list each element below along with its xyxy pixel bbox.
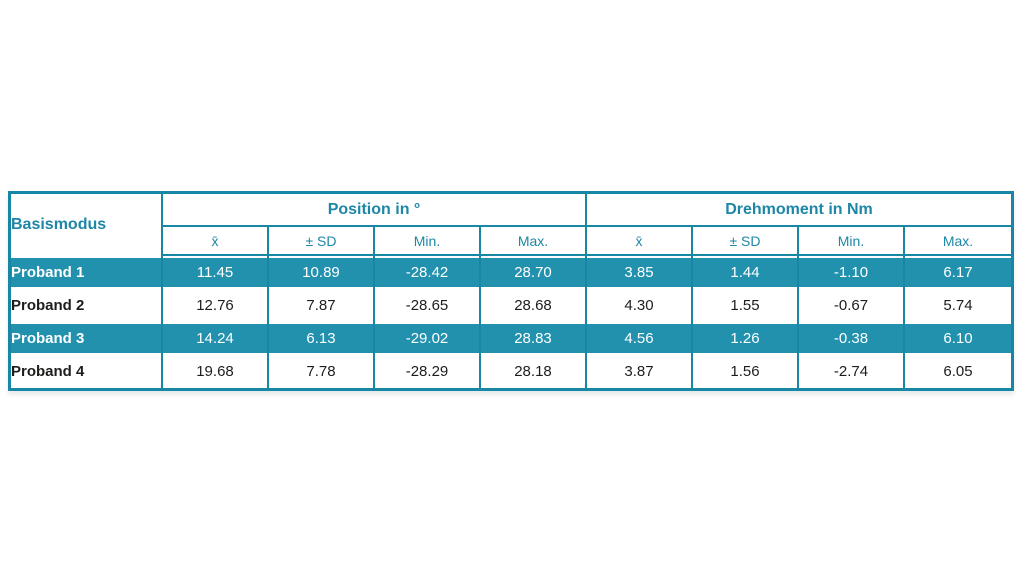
- cell-drehmoment-mean: 4.30: [587, 289, 693, 322]
- subheader-drehmoment-min: Min.: [799, 227, 905, 256]
- cell-drehmoment-sd: 1.44: [693, 256, 799, 289]
- cell-position-max: 28.68: [481, 289, 587, 322]
- cell-position-max: 28.18: [481, 355, 587, 388]
- results-table-container: Basismodus Position in ° Drehmoment in N…: [8, 191, 1014, 391]
- cell-position-mean: 19.68: [163, 355, 269, 388]
- cell-position-sd: 10.89: [269, 256, 375, 289]
- table-row-proband-4: Proband 4 19.68 7.78 -28.29 28.18 3.87 1…: [11, 355, 1011, 388]
- cell-position-mean: 12.76: [163, 289, 269, 322]
- cell-position-sd: 6.13: [269, 322, 375, 355]
- group-header-drehmoment: Drehmoment in Nm: [587, 194, 1011, 227]
- subheader-position-sd: ± SD: [269, 227, 375, 256]
- row-label: Proband 2: [11, 289, 163, 322]
- subheader-position-mean: x̄: [163, 227, 269, 256]
- cell-position-min: -29.02: [375, 322, 481, 355]
- cell-drehmoment-min: -2.74: [799, 355, 905, 388]
- cell-position-min: -28.29: [375, 355, 481, 388]
- row-label: Proband 1: [11, 256, 163, 289]
- group-header-row: Basismodus Position in ° Drehmoment in N…: [11, 194, 1011, 256]
- cell-drehmoment-max: 5.74: [905, 289, 1011, 322]
- cell-position-min: -28.42: [375, 256, 481, 289]
- cell-drehmoment-mean: 4.56: [587, 322, 693, 355]
- cell-position-mean: 14.24: [163, 322, 269, 355]
- subheader-drehmoment-mean: x̄: [587, 227, 693, 256]
- cell-drehmoment-sd: 1.26: [693, 322, 799, 355]
- cell-drehmoment-min: -1.10: [799, 256, 905, 289]
- row-label: Proband 4: [11, 355, 163, 388]
- cell-drehmoment-mean: 3.85: [587, 256, 693, 289]
- results-table: Basismodus Position in ° Drehmoment in N…: [11, 194, 1011, 388]
- table-row-proband-1: Proband 1 11.45 10.89 -28.42 28.70 3.85 …: [11, 256, 1011, 289]
- cell-drehmoment-mean: 3.87: [587, 355, 693, 388]
- cell-drehmoment-max: 6.05: [905, 355, 1011, 388]
- table-row-proband-3: Proband 3 14.24 6.13 -29.02 28.83 4.56 1…: [11, 322, 1011, 355]
- cell-position-sd: 7.87: [269, 289, 375, 322]
- cell-drehmoment-max: 6.10: [905, 322, 1011, 355]
- cell-position-mean: 11.45: [163, 256, 269, 289]
- subheader-position-max: Max.: [481, 227, 587, 256]
- subheader-drehmoment-sd: ± SD: [693, 227, 799, 256]
- subheader-drehmoment-max: Max.: [905, 227, 1011, 256]
- table-row-proband-2: Proband 2 12.76 7.87 -28.65 28.68 4.30 1…: [11, 289, 1011, 322]
- cell-drehmoment-sd: 1.55: [693, 289, 799, 322]
- group-header-position: Position in °: [163, 194, 587, 227]
- cell-drehmoment-max: 6.17: [905, 256, 1011, 289]
- subheader-row: x̄ ± SD Min. Max. x̄ ± SD Min. Max.: [11, 227, 1011, 256]
- cell-drehmoment-sd: 1.56: [693, 355, 799, 388]
- cell-position-sd: 7.78: [269, 355, 375, 388]
- cell-position-max: 28.70: [481, 256, 587, 289]
- cell-drehmoment-min: -0.67: [799, 289, 905, 322]
- cell-position-max: 28.83: [481, 322, 587, 355]
- cell-position-min: -28.65: [375, 289, 481, 322]
- corner-header-basismodus: Basismodus: [11, 194, 163, 256]
- row-label: Proband 3: [11, 322, 163, 355]
- subheader-position-min: Min.: [375, 227, 481, 256]
- cell-drehmoment-min: -0.38: [799, 322, 905, 355]
